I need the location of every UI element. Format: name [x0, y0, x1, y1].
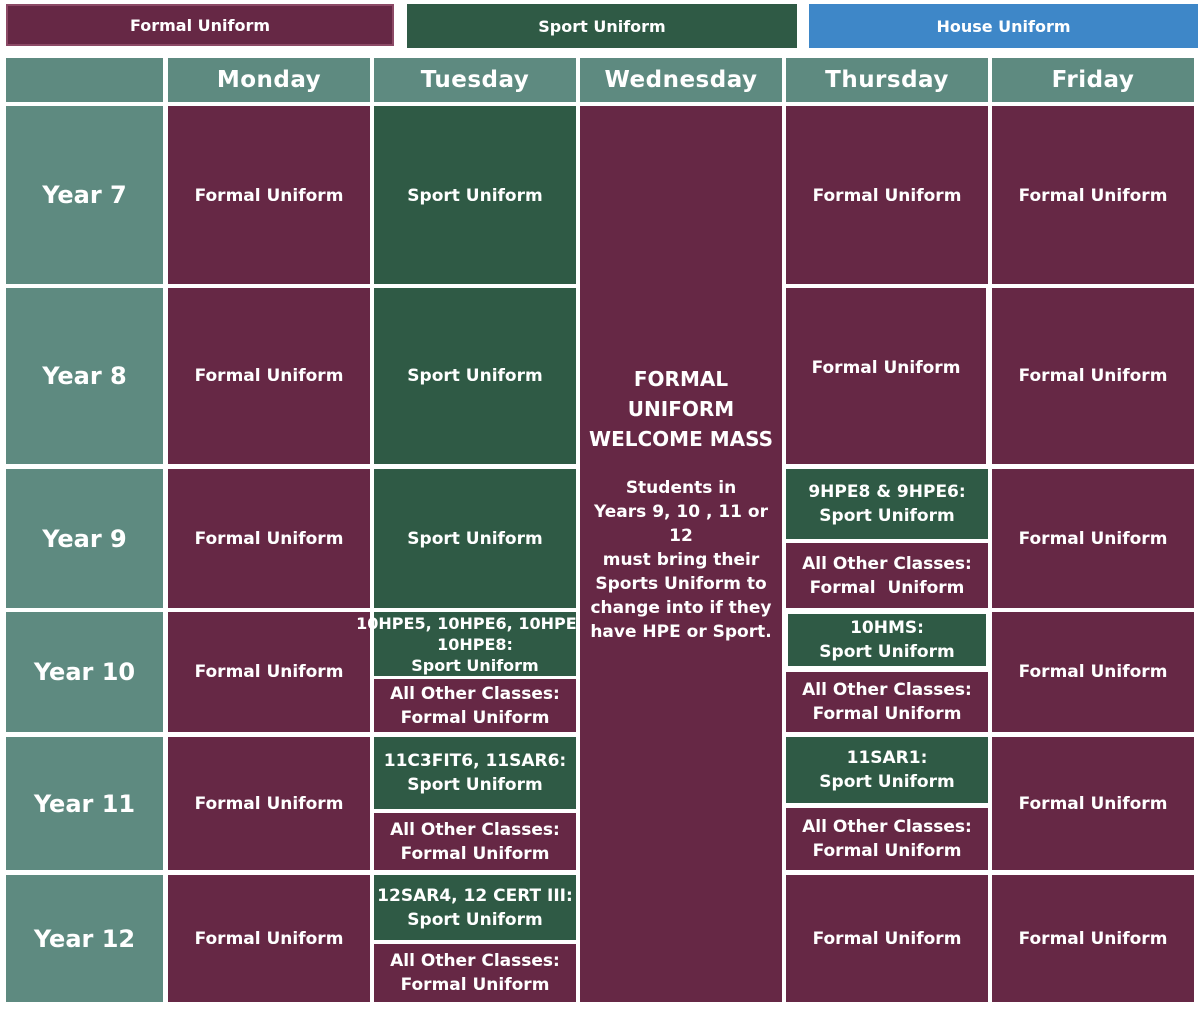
thursday-year-8: Formal Uniform [786, 288, 986, 464]
thursday-year-11-sport: 11SAR1: Sport Uniform [786, 737, 988, 803]
tuesday-year-10-sport: 10HPE5, 10HPE6, 10HPE7, 10HPE8: Sport Un… [356, 612, 594, 676]
wednesday-welcome-mass: FORMAL UNIFORM WELCOME MASS Students in … [580, 106, 782, 1002]
monday-year-9: Formal Uniform [168, 469, 370, 608]
legend-sport-uniform: Sport Uniform [407, 4, 797, 48]
monday-year-11: Formal Uniform [168, 737, 370, 870]
row-label-year-8: Year 8 [6, 288, 163, 464]
header-friday: Friday [992, 58, 1194, 102]
friday-year-8: Formal Uniform [992, 288, 1194, 464]
tuesday-year-7: Sport Uniform [374, 106, 576, 284]
friday-year-7: Formal Uniform [992, 106, 1194, 284]
tuesday-year-9: Sport Uniform [374, 469, 576, 608]
friday-year-10: Formal Uniform [992, 612, 1194, 732]
legend-house-label: House Uniform [936, 16, 1071, 36]
tuesday-year-11-other: All Other Classes: Formal Uniform [374, 813, 576, 870]
tuesday-year-10-other: All Other Classes: Formal Uniform [374, 679, 576, 732]
thursday-year-9-sport: 9HPE8 & 9HPE6: Sport Uniform [786, 469, 988, 539]
friday-year-9: Formal Uniform [992, 469, 1194, 608]
row-label-year-11: Year 11 [6, 737, 163, 870]
thursday-year-7: Formal Uniform [786, 106, 988, 284]
thursday-year-12: Formal Uniform [786, 875, 988, 1002]
header-wednesday: Wednesday [580, 58, 782, 102]
header-monday: Monday [168, 58, 370, 102]
tuesday-year-12-other: All Other Classes: Formal Uniform [374, 944, 576, 1002]
tuesday-year-11-sport: 11C3FIT6, 11SAR6: Sport Uniform [374, 737, 576, 809]
thursday-year-10-sport: 10HMS: Sport Uniform [788, 614, 986, 666]
row-label-year-12: Year 12 [6, 875, 163, 1002]
welcome-mass-note: Students in Years 9, 10 , 11 or 12 must … [590, 478, 772, 642]
row-label-year-7: Year 7 [6, 106, 163, 284]
legend-house-uniform: House Uniform [809, 4, 1198, 48]
friday-year-11: Formal Uniform [992, 737, 1194, 870]
monday-year-8: Formal Uniform [168, 288, 370, 464]
legend-formal-label: Formal Uniform [129, 15, 271, 35]
tuesday-year-8: Sport Uniform [374, 288, 576, 464]
thursday-year-11-other: All Other Classes: Formal Uniform [786, 808, 988, 870]
tuesday-year-12-sport: 12SAR4, 12 CERT III: Sport Uniform [374, 875, 576, 940]
header-thursday: Thursday [786, 58, 988, 102]
friday-year-12: Formal Uniform [992, 875, 1194, 1002]
row-label-year-9: Year 9 [6, 469, 163, 608]
legend-formal-uniform: Formal Uniform [6, 4, 394, 46]
header-tuesday: Tuesday [374, 58, 576, 102]
monday-year-7: Formal Uniform [168, 106, 370, 284]
monday-year-12: Formal Uniform [168, 875, 370, 1002]
welcome-mass-title: FORMAL UNIFORM WELCOME MASS [589, 367, 773, 451]
thursday-year-9-other: All Other Classes: Formal Uniform [786, 543, 988, 608]
thursday-year-10-other: All Other Classes: Formal Uniform [786, 672, 988, 732]
corner-cell [6, 58, 163, 102]
monday-year-10: Formal Uniform [168, 612, 370, 732]
legend-sport-label: Sport Uniform [538, 16, 666, 36]
row-label-year-10: Year 10 [6, 612, 163, 732]
